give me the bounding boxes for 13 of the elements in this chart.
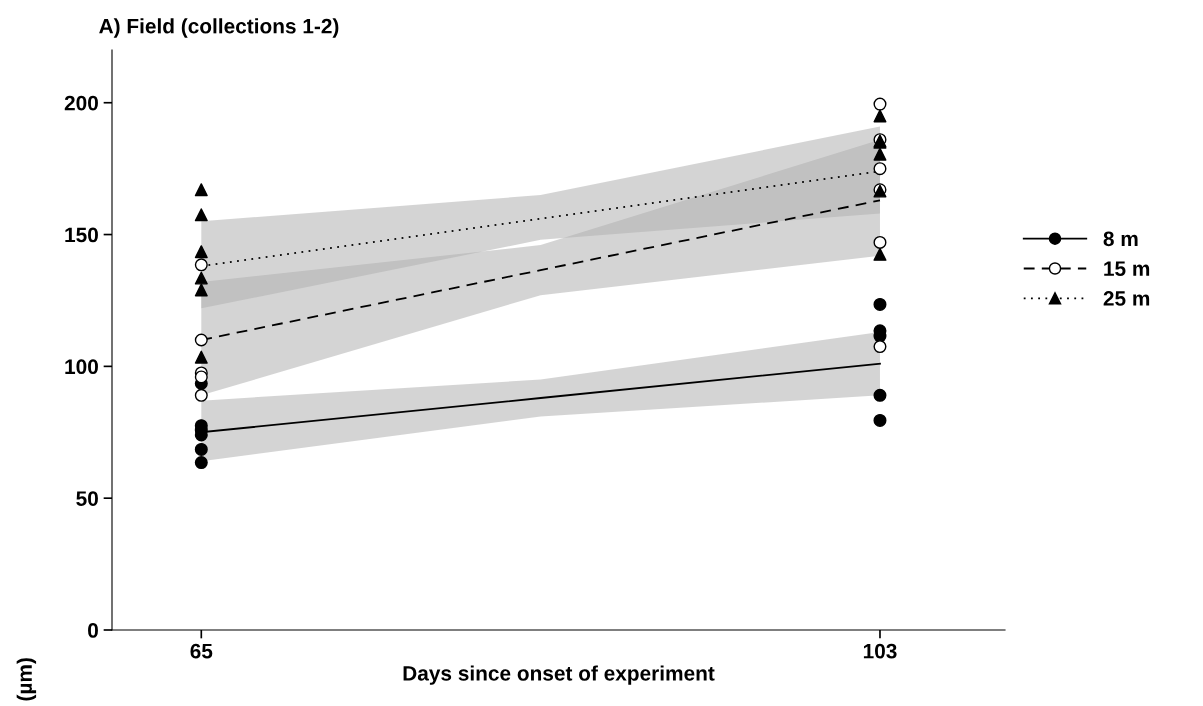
legend-label: 15 m <box>1104 261 1150 276</box>
y-tick-label: 200 <box>64 95 98 111</box>
y-tick-label: 0 <box>88 623 98 638</box>
y-tick-label: 50 <box>76 491 98 506</box>
x-axis-title: Days since onset of experiment <box>403 665 715 685</box>
x-tick-label: 103 <box>863 643 897 659</box>
y-tick-label: 150 <box>65 227 98 243</box>
chart-title: A) Field (collections 1-2) <box>99 18 339 38</box>
y-axis-title: (µm) <box>16 658 37 701</box>
legend-label: 25 m <box>1103 291 1150 306</box>
y-tick-label: 100 <box>65 359 98 375</box>
x-tick-label: 65 <box>190 643 213 659</box>
legend-label: 8 m <box>1103 231 1138 247</box>
